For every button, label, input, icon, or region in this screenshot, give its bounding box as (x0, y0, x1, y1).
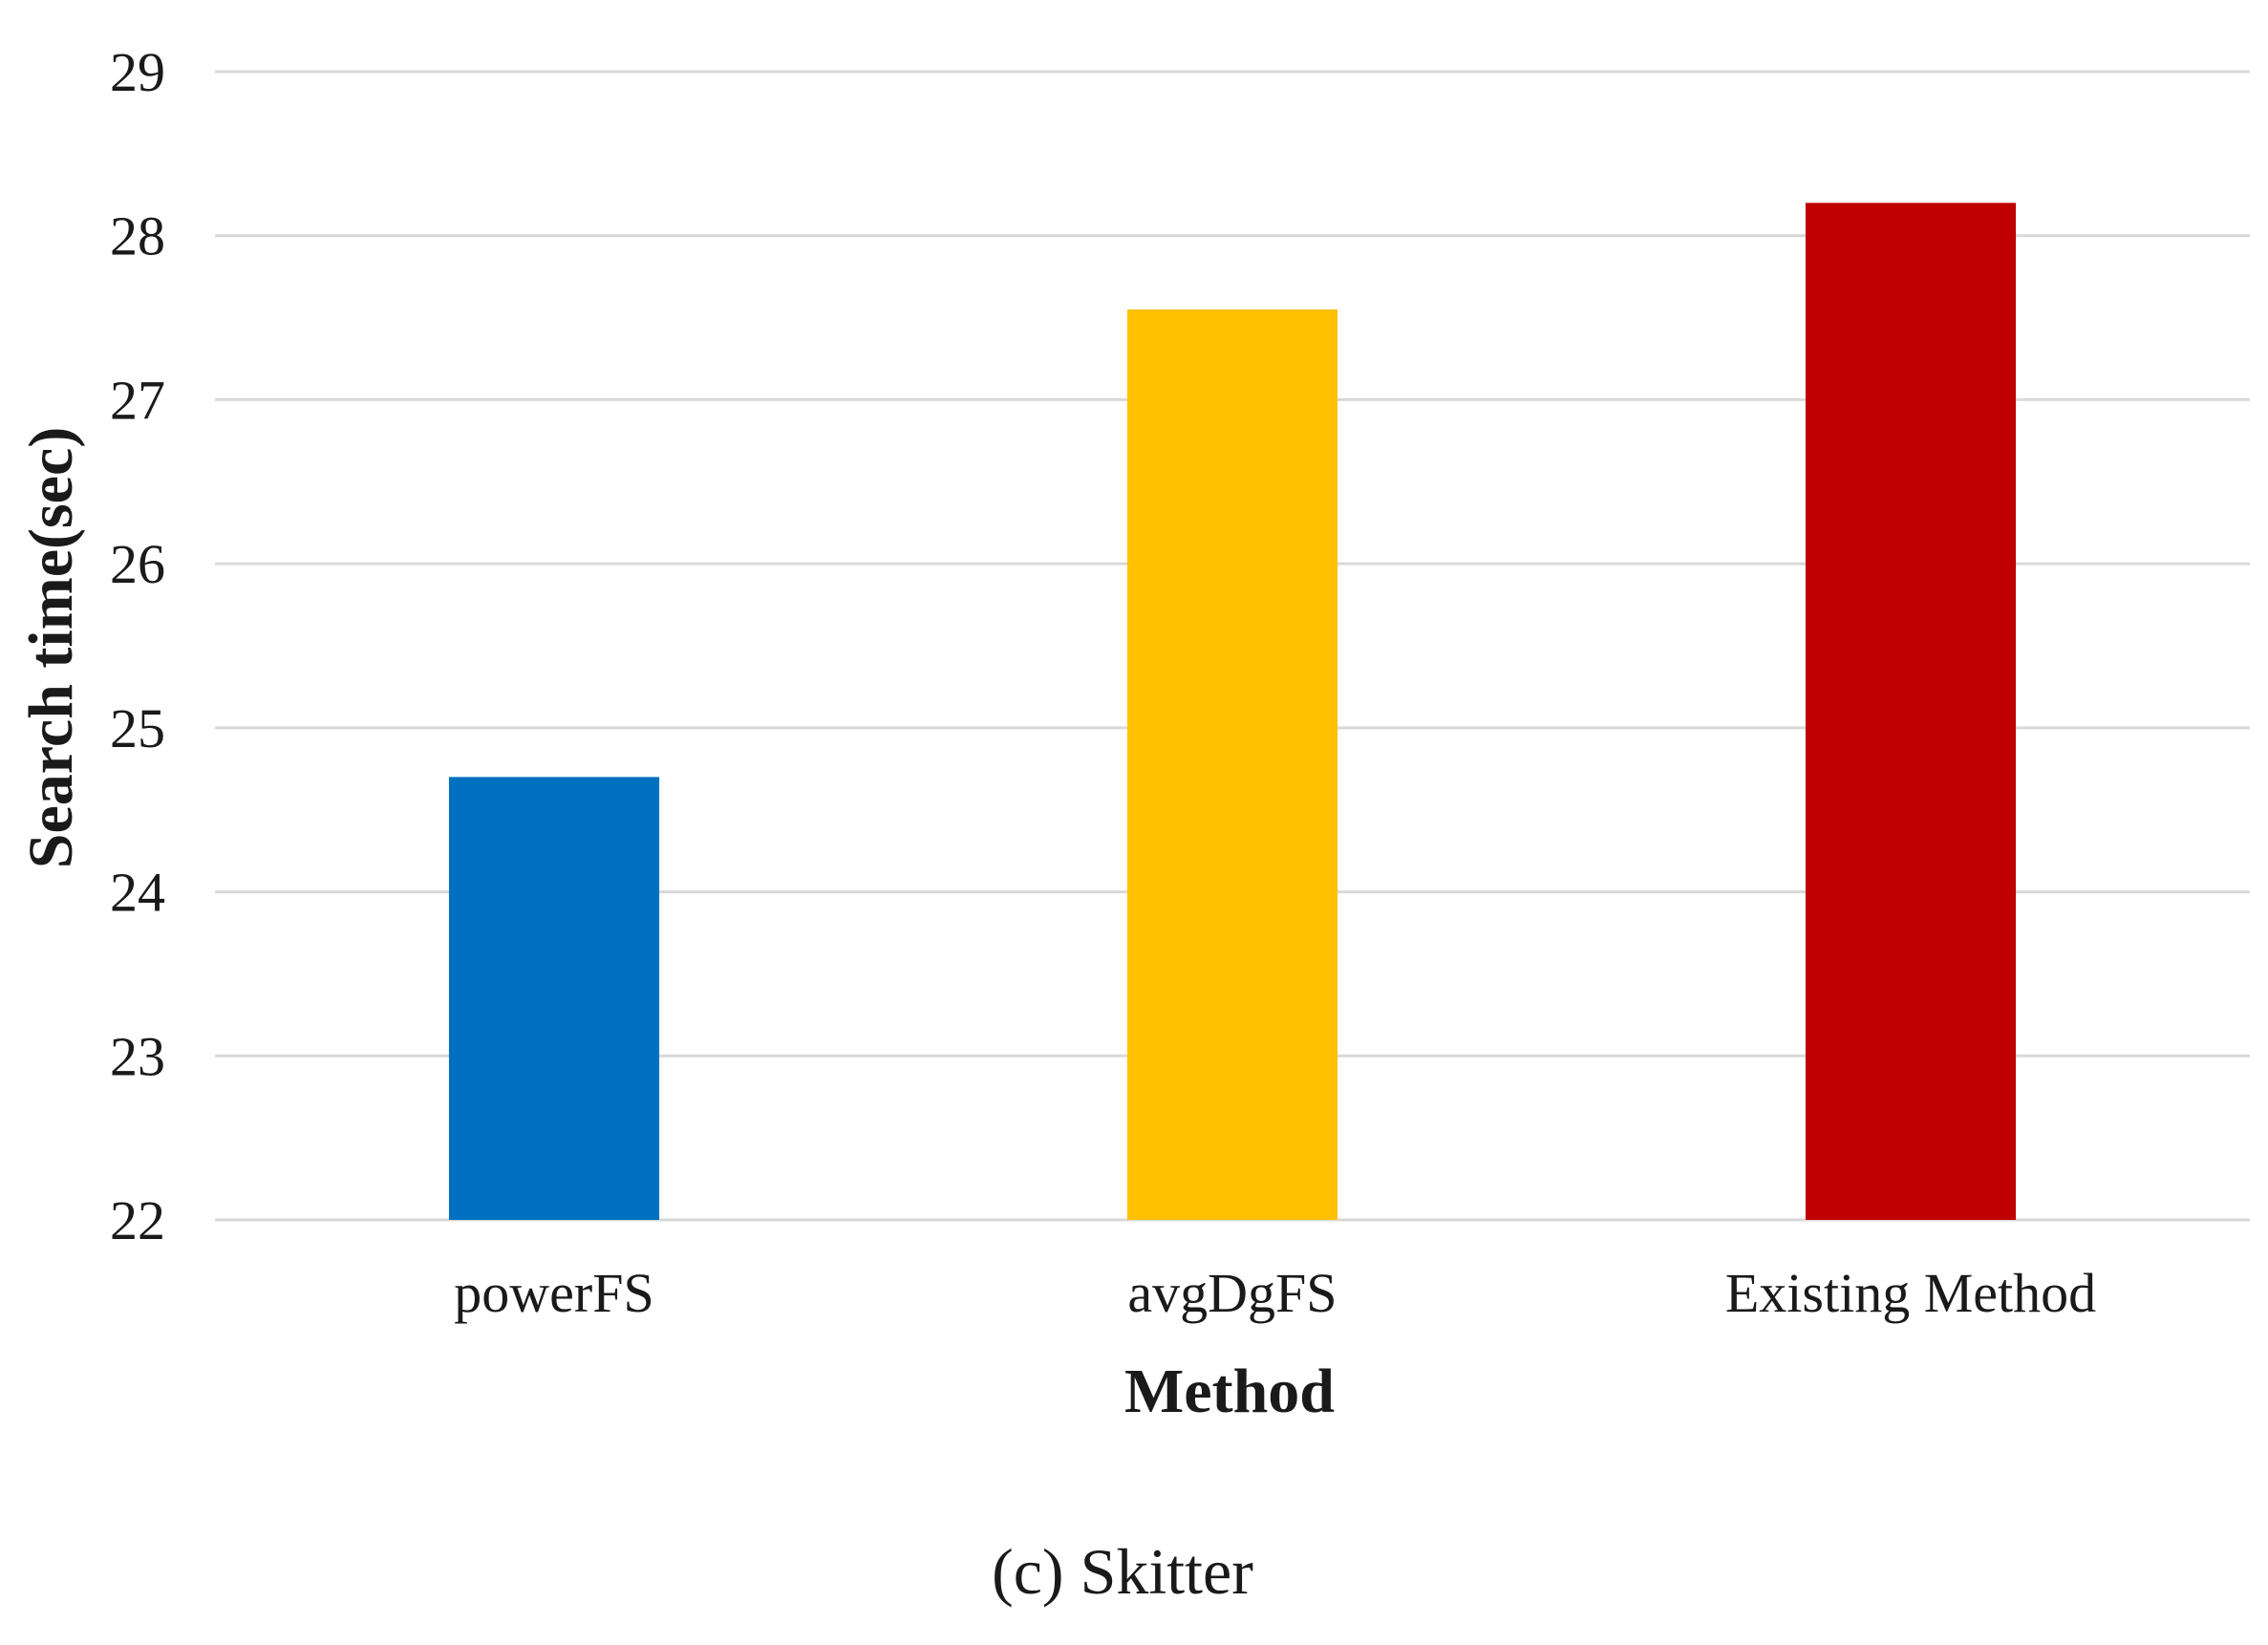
figure-caption: (c) Skitter (992, 1535, 1253, 1608)
x-tick-label: avgDgFS (1127, 1262, 1337, 1324)
y-tick-label: 25 (110, 697, 165, 759)
bars (448, 203, 2017, 1220)
bar-existing-method (1805, 203, 2017, 1220)
x-axis-title: Method (1124, 1357, 1335, 1426)
x-axis-tick-labels: powerFS avgDgFS Existing Method (454, 1262, 2096, 1324)
y-tick-label: 28 (110, 205, 165, 267)
y-tick-label: 22 (110, 1189, 165, 1251)
y-axis-title: Search time(sec) (16, 427, 86, 868)
y-tick-label: 26 (110, 533, 165, 595)
x-tick-label: Existing Method (1725, 1262, 2096, 1324)
y-tick-label: 23 (110, 1025, 165, 1087)
x-tick-label: powerFS (454, 1262, 653, 1324)
bar-powerfs (448, 777, 660, 1220)
y-tick-label: 24 (110, 862, 165, 924)
bar-avgdgfs (1126, 309, 1338, 1220)
y-tick-label: 29 (110, 41, 165, 103)
y-axis-tick-labels: 22 23 24 25 26 27 28 29 (110, 41, 165, 1251)
y-tick-label: 27 (110, 369, 165, 431)
